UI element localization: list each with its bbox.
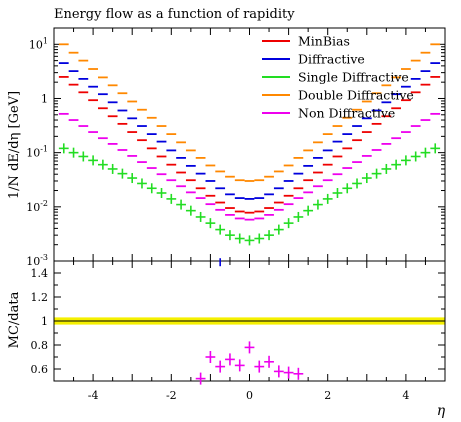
data-point: [185, 205, 196, 216]
main-y-axis-label: 1/N dE/dη [GeV]: [7, 91, 22, 199]
data-point: [264, 230, 274, 241]
data-point: [195, 211, 206, 222]
y-tick-label: 10-1: [26, 145, 48, 160]
data-point: [352, 178, 362, 189]
legend-label: Diffractive: [298, 52, 365, 67]
series-single-diffractive: [58, 143, 441, 246]
data-point: [127, 173, 138, 184]
legend-item: Diffractive: [262, 52, 365, 67]
data-point: [342, 183, 353, 194]
ratio-point: [254, 360, 265, 373]
ratio-y-tick-label: 1: [41, 315, 48, 328]
ratio-plot-panel: 0.6 0.8 1 1.2 1.4 -4 -2 0 2 4 MC/data: [7, 258, 446, 402]
ratio-point: [225, 353, 235, 366]
y-tick-label: 1: [41, 92, 48, 105]
data-point: [166, 193, 177, 204]
x-tick-label: 0: [246, 389, 253, 402]
ratio-point: [195, 372, 206, 385]
ratio-series-non-diffractive: [195, 341, 304, 385]
data-point: [68, 147, 79, 158]
legend-item: Single Diffractive: [262, 70, 409, 85]
data-point: [205, 218, 216, 229]
data-point: [303, 205, 314, 216]
main-series-layer: [58, 43, 441, 246]
ratio-point: [264, 355, 274, 368]
data-point: [254, 233, 265, 244]
ratio-point: [283, 366, 294, 379]
data-point: [215, 224, 226, 235]
ratio-y-axis-label: MC/data: [7, 291, 22, 348]
y-tick-label: 101: [29, 36, 48, 51]
legend-label: MinBias: [298, 34, 350, 49]
series-minbias: [58, 76, 441, 214]
ratio-point: [293, 367, 304, 380]
data-point: [391, 159, 402, 170]
ratio-y-tick-label: 0.8: [31, 339, 49, 352]
data-point: [332, 187, 343, 198]
data-point: [117, 168, 128, 179]
x-tick-label: -2: [166, 389, 177, 402]
ratio-y-tick-label: 1.4: [31, 267, 49, 280]
legend-label: Non Diffractive: [298, 106, 395, 121]
data-point: [381, 163, 392, 174]
data-point: [88, 155, 98, 166]
data-point: [293, 211, 304, 222]
series-diffractive: [58, 62, 441, 200]
main-plot-panel: 10-3 10-2 10-1 1 101 MinBias Diffractive Singl…: [7, 27, 446, 268]
series-non-diffractive: [58, 112, 441, 221]
data-point: [273, 224, 284, 235]
ratio-point: [234, 359, 245, 372]
ratio-y-tick-label: 0.6: [31, 363, 49, 376]
data-point: [146, 183, 157, 194]
legend-item: Non Diffractive: [262, 106, 395, 121]
legend-item: MinBias: [262, 34, 350, 49]
data-point: [176, 199, 186, 210]
data-point: [430, 143, 441, 154]
ratio-axis-ticks: 0.6 0.8 1 1.2 1.4 -4 -2 0 2 4: [31, 260, 446, 402]
legend: MinBias Diffractive Single Diffractive Doub…: [262, 34, 414, 121]
legend-item: Double Diffractive: [262, 88, 414, 103]
legend-label: Single Diffractive: [298, 70, 409, 85]
data-point: [322, 193, 333, 204]
legend-label: Double Diffractive: [298, 88, 414, 103]
x-tick-label: -4: [88, 389, 99, 402]
ratio-point: [205, 351, 216, 363]
x-axis-label: η: [437, 403, 446, 419]
data-point: [244, 235, 255, 246]
data-point: [410, 151, 421, 162]
data-point: [107, 163, 118, 174]
data-point: [371, 168, 382, 179]
ratio-point: [244, 341, 255, 354]
data-point: [234, 233, 245, 244]
y-tick-label: 10-3: [26, 253, 48, 268]
ratio-point: [215, 360, 226, 373]
data-point: [401, 155, 411, 166]
x-tick-label: 4: [402, 389, 409, 402]
ratio-point: [273, 365, 284, 378]
data-point: [137, 178, 147, 189]
data-point: [420, 147, 431, 158]
data-point: [225, 230, 235, 241]
main-axis-ticks: 10-3 10-2 10-1 1 101: [26, 28, 446, 268]
x-tick-label: 2: [324, 389, 331, 402]
y-tick-label: 10-2: [26, 199, 48, 214]
data-point: [283, 218, 294, 229]
data-point: [313, 199, 323, 210]
chart-title: Energy flow as a function of rapidity: [54, 7, 295, 22]
series-double-diffractive: [58, 43, 441, 182]
data-point: [361, 173, 372, 184]
data-point: [97, 159, 108, 170]
data-point: [78, 151, 89, 162]
ratio-y-tick-label: 1.2: [31, 291, 49, 304]
ratio-series-layer: [195, 258, 304, 385]
data-point: [58, 143, 69, 154]
data-point: [156, 187, 167, 198]
